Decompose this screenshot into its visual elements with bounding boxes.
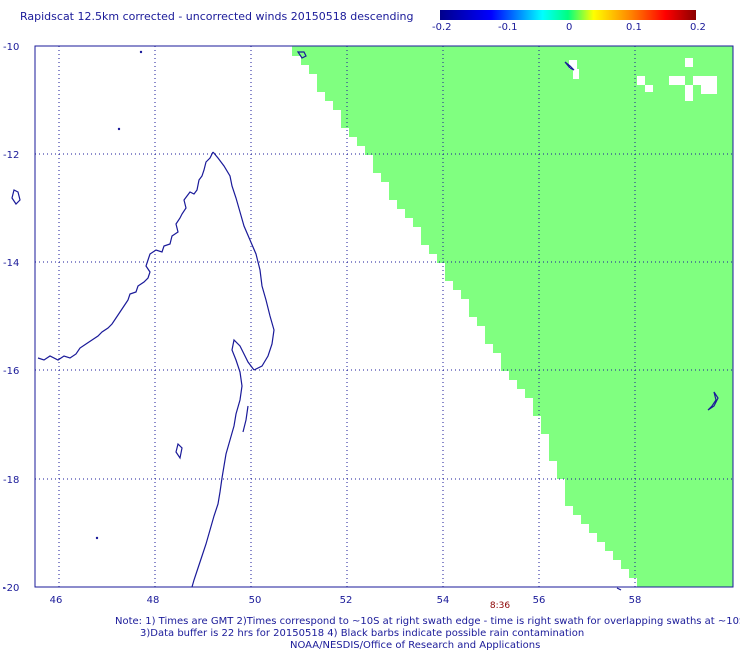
plot-frame xyxy=(34,45,734,588)
coastline xyxy=(11,51,719,591)
no-data-patch xyxy=(685,85,693,101)
graticule xyxy=(35,46,733,587)
colorbar-label-neg: -0.1 xyxy=(498,22,518,33)
swath-time-label: 8:36 xyxy=(490,601,510,611)
no-data-patch xyxy=(573,69,579,79)
lon-tick-label: 50 xyxy=(249,595,262,606)
small-islands xyxy=(3,50,143,589)
no-data-patch xyxy=(693,76,717,85)
colorbar-label-max: 0.2 xyxy=(690,22,706,33)
map-title: Rapidscat 12.5km corrected - uncorrected… xyxy=(20,10,414,23)
lat-tick-label: -14 xyxy=(3,258,19,269)
no-data-patch xyxy=(685,58,693,67)
lon-tick-label: 46 xyxy=(50,595,63,606)
colorbar-label-pos: 0.1 xyxy=(626,22,642,33)
no-data-patch xyxy=(645,85,653,92)
lon-tick-label: 52 xyxy=(340,595,353,606)
note-line-1: Note: 1) Times are GMT 2)Times correspon… xyxy=(115,616,740,627)
no-data-patch xyxy=(669,76,685,85)
lat-tick-label: -20 xyxy=(3,583,19,594)
lon-tick-label: 54 xyxy=(437,595,450,606)
lat-tick-label: -12 xyxy=(3,150,19,161)
lon-tick-label: 58 xyxy=(629,595,642,606)
no-data-patch xyxy=(569,60,577,69)
note-line-2: 3)Data buffer is 22 hrs for 20150518 4) … xyxy=(140,628,585,639)
colorbar-label-min: -0.2 xyxy=(432,22,452,33)
lon-tick-label: 56 xyxy=(533,595,546,606)
note-line-3: NOAA/NESDIS/Office of Research and Appli… xyxy=(290,640,541,651)
lat-tick-label: -16 xyxy=(3,366,19,377)
lon-tick-label: 48 xyxy=(147,595,160,606)
colorbar xyxy=(440,10,696,20)
lat-tick-label: -18 xyxy=(3,475,19,486)
swath-area xyxy=(292,46,733,587)
lat-tick-label: -10 xyxy=(3,42,19,53)
no-data-patch xyxy=(701,85,717,94)
colorbar-label-zero: 0 xyxy=(566,22,573,33)
no-data-patch xyxy=(637,76,645,85)
